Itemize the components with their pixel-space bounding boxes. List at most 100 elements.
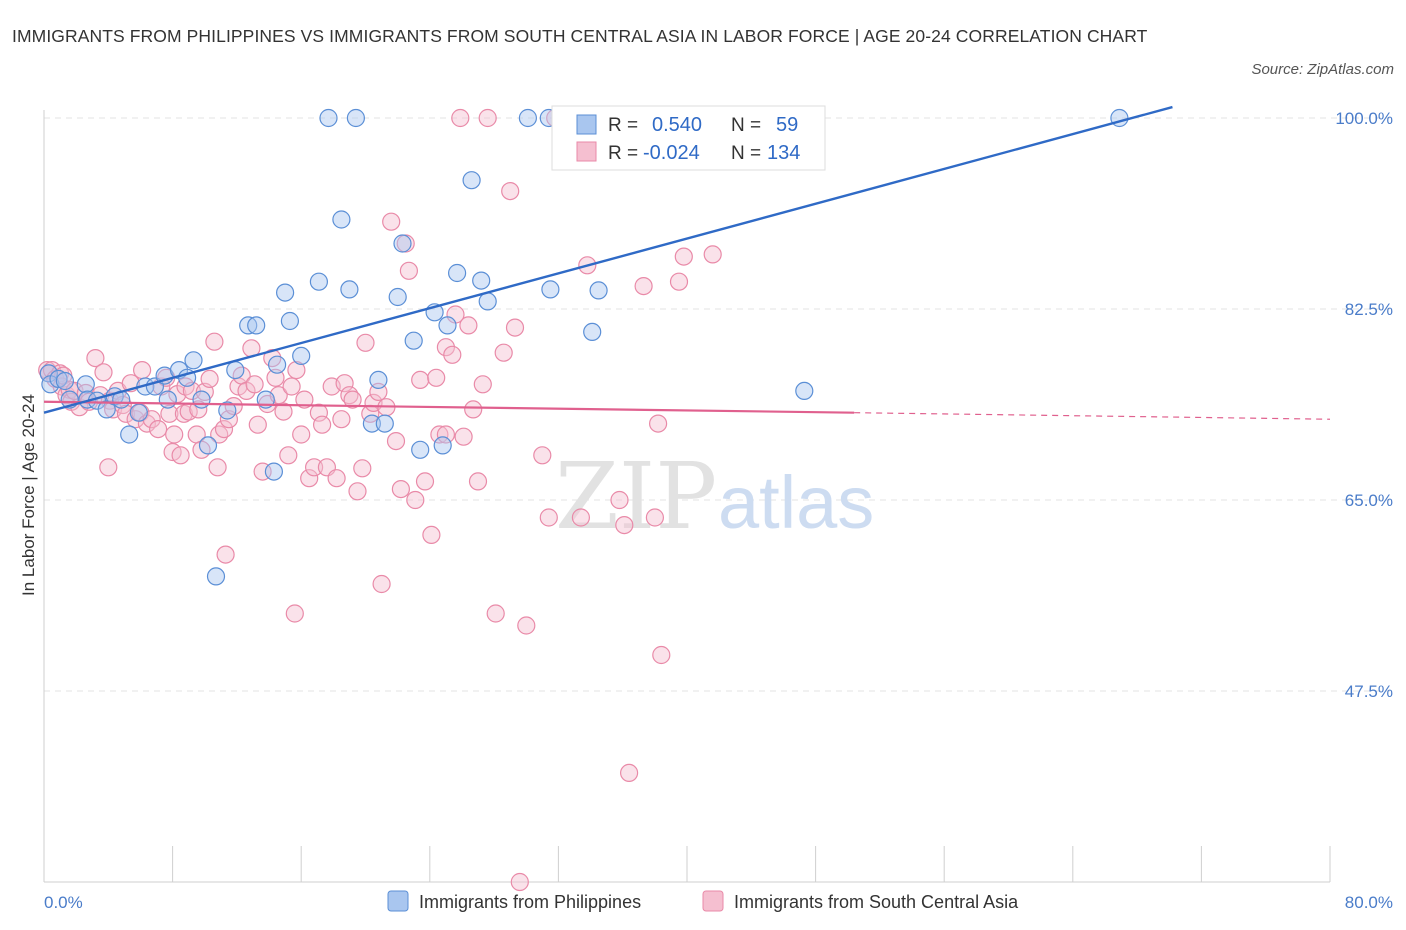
pink-data-point [292, 425, 311, 444]
pink-data-point [399, 261, 418, 280]
legend-swatch-pink [576, 141, 597, 162]
pink-data-point [149, 420, 168, 439]
blue-data-point [120, 425, 139, 444]
blue-data-point [226, 361, 245, 380]
pink-data-point [422, 525, 441, 545]
blue-data-point [340, 280, 359, 299]
blue-data-point [375, 414, 394, 433]
pink-data-point [282, 377, 301, 396]
pink-data-point [619, 763, 639, 783]
trend-lines [43, 105, 1331, 420]
pink-data-point [468, 472, 488, 491]
blue-data-point [97, 400, 116, 419]
pink-data-point [327, 469, 346, 488]
pink-trend-line-extension [854, 412, 1331, 420]
blue-data-point [404, 331, 423, 350]
pink-data-point [343, 390, 362, 409]
legend-r-label-pink: R = [608, 143, 638, 164]
pink-data-point [214, 420, 234, 439]
pink-data-point [245, 375, 264, 394]
pink-data-point [274, 402, 293, 421]
pink-data-point [652, 645, 671, 665]
pink-data-point [464, 400, 483, 419]
pink-data-point [208, 458, 227, 477]
pink-data-point [305, 458, 324, 477]
x-tick-marks [172, 846, 1331, 882]
pink-data-point [335, 374, 354, 393]
pink-data-point [634, 277, 653, 296]
pink-data-point [533, 446, 552, 465]
pink-data-point [486, 604, 505, 623]
blue-data-point [541, 280, 560, 299]
pink-data-point [427, 368, 446, 387]
blue-data-point [129, 403, 148, 422]
pink-data-point [406, 490, 425, 510]
pink-data-point [300, 469, 319, 488]
pink-data-point [411, 370, 430, 389]
blue-data-point [268, 355, 287, 374]
blue-data-point [218, 401, 237, 420]
pink-data-point [386, 432, 406, 451]
pink-data-point [372, 574, 391, 594]
blue-data-point [393, 234, 412, 253]
pink-data-point [313, 415, 332, 434]
blue-data-point [55, 371, 75, 391]
pink-data-point [436, 425, 455, 444]
pink-data-point [165, 425, 184, 444]
y-tick-label: 100.0% [1335, 109, 1393, 128]
blue-data-point [247, 316, 266, 335]
blue-data-point [795, 381, 814, 400]
pink-data-point [451, 108, 470, 128]
y-tick-label: 65.0% [1345, 491, 1393, 510]
legend-n-value-pink: 134 [767, 142, 800, 164]
pink-data-point [266, 368, 285, 387]
pink-data-point [517, 616, 536, 635]
pink-data-point [287, 361, 306, 380]
legend-swatch-blue [576, 114, 597, 135]
blue-data-point [583, 322, 602, 341]
blue-data-point [206, 567, 226, 586]
pink-data-point [99, 458, 118, 477]
blue-trend-line [43, 105, 1173, 414]
blue-data-point [448, 263, 467, 283]
x-tick-label-max: 80.0% [1345, 893, 1393, 912]
pink-data-point [645, 508, 665, 527]
blue-data-point [411, 440, 430, 459]
y-axis-label: In Labor Force | Age 20-24 [19, 394, 38, 596]
legend-r-label-blue: R = [608, 115, 638, 136]
pink-data-point [703, 245, 722, 264]
blue-data-point [472, 271, 491, 290]
pink-data-point [430, 425, 449, 444]
pink-data-point [353, 459, 372, 478]
pink-data-point [189, 400, 208, 419]
blue-data-point [184, 351, 203, 370]
pink-data-point [454, 427, 473, 446]
blue-data-point [319, 108, 338, 128]
legend-n-value-blue: 59 [776, 114, 798, 136]
y-tick-label: 47.5% [1345, 682, 1393, 701]
legend-n-label-pink: N = [731, 143, 761, 164]
pink-data-point [571, 508, 591, 527]
pink-data-point [279, 446, 298, 465]
pink-trend-line [43, 400, 855, 414]
pink-data-point [216, 545, 235, 564]
legend-r-value-blue: 0.540 [652, 114, 702, 136]
pink-data-point [391, 480, 410, 499]
watermark-atlas: atlas [718, 461, 874, 544]
pink-data-point [309, 403, 328, 422]
blue-data-point [433, 436, 452, 455]
pink-data-point [610, 490, 629, 510]
pink-data-point [505, 318, 525, 337]
pink-data-point [443, 345, 462, 364]
pink-data-point [285, 604, 304, 623]
pink-data-point [210, 425, 229, 444]
pink-data-point [669, 272, 689, 291]
pink-data-point [674, 247, 693, 266]
blue-data-point [388, 287, 407, 307]
chart-title: IMMIGRANTS FROM PHILIPPINES VS IMMIGRANT… [12, 26, 1148, 46]
blue-series-points [39, 108, 1129, 586]
series-legend: Immigrants from Philippines Immigrants f… [387, 890, 1019, 912]
bottom-legend-swatch-pink [702, 890, 724, 912]
pink-data-point [171, 446, 190, 465]
pink-data-point [415, 472, 435, 491]
